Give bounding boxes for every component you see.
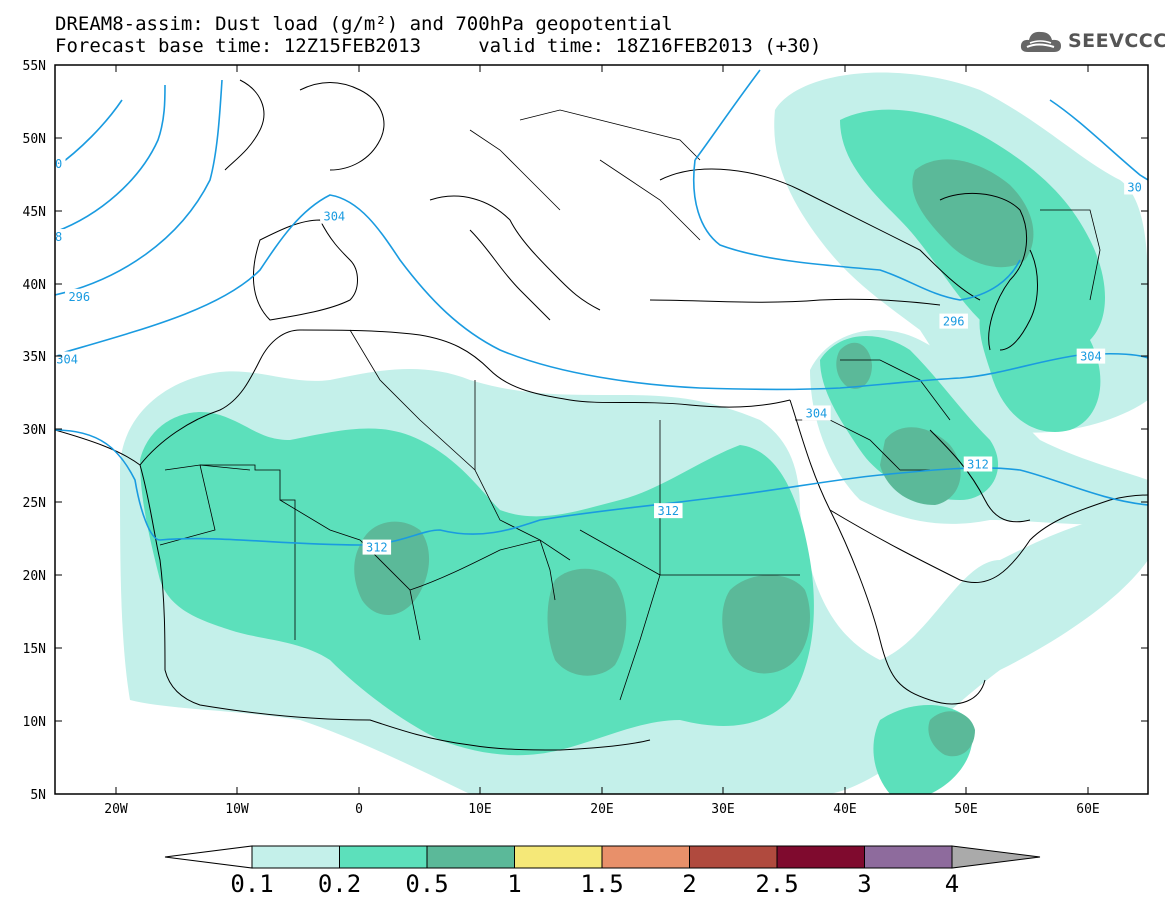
contour-label: 304 (802, 405, 831, 421)
colorbar-swatch (776, 845, 865, 869)
contour-label: 312 (654, 503, 683, 519)
contour-labels: 304 80 88 296 304 296 304 304 30 312 312 312 (48, 156, 1146, 555)
lon-label: 20W (104, 802, 128, 817)
contour-label: 312 (362, 539, 392, 555)
contour-label-text: 304 (56, 353, 78, 367)
contour-label: 312 (963, 456, 993, 472)
colorbar-label: 1.5 (580, 870, 623, 898)
colorbar-label: 0.5 (405, 870, 448, 898)
contour-label-bg (963, 456, 993, 472)
geopotential-contours (55, 69, 1148, 546)
colorbar-label: 2 (682, 870, 696, 898)
lon-label: 50E (954, 802, 977, 817)
contour-label-bg (654, 503, 683, 519)
lat-label: 45N (23, 205, 46, 220)
lat-label: 55N (23, 59, 46, 74)
contour-label: 88 (48, 229, 66, 245)
lat-label: 35N (23, 350, 46, 365)
contour-label-text: 312 (366, 541, 388, 555)
colorbar-swatch (514, 845, 603, 869)
contour-label-bg (1076, 348, 1106, 364)
logo-text: SEEVCCC (1068, 30, 1165, 52)
map-subtitle: Forecast base time: 12Z15FEB2013 valid t… (55, 35, 822, 57)
contour-label: 30 (1124, 179, 1146, 195)
cloud-icon (1020, 31, 1061, 52)
lat-label: 5N (30, 788, 46, 803)
seevccc-logo: SEEVCCC (1018, 26, 1165, 56)
lon-label: 10W (225, 802, 249, 817)
colorbar-label: 4 (945, 870, 959, 898)
colorbar-swatch (689, 845, 778, 869)
contour-label-text: 296 (68, 290, 90, 304)
colorbar-swatch (251, 845, 340, 869)
lat-label: 20N (23, 569, 46, 584)
map-field: 304 80 88 296 304 296 304 304 30 312 312 312 (48, 65, 1148, 794)
lon-label: 10E (468, 802, 491, 817)
contour-label-text: 304 (806, 406, 828, 420)
lon-label: 60E (1076, 802, 1099, 817)
lon-label: 40E (833, 802, 856, 817)
contour-label-text: 304 (323, 210, 345, 224)
lon-label: 30E (711, 802, 734, 817)
colorbar-swatch (339, 845, 428, 869)
contour-label-text: 312 (967, 457, 989, 471)
axis-ticks (55, 64, 1148, 795)
contour-label-bg (362, 539, 392, 555)
lat-label: 15N (23, 642, 46, 657)
lon-label: 0 (355, 802, 363, 817)
contour-label: 296 (65, 288, 94, 304)
coastlines (55, 79, 1148, 751)
contour-label-text: 296 (943, 315, 965, 329)
contour-label-text: 30 (1127, 180, 1141, 194)
lon-labels: 20W 10W 0 10E 20E 30E 40E 50E 60E (104, 802, 1099, 817)
lat-label: 25N (23, 496, 46, 511)
lat-label: 10N (23, 715, 46, 730)
contour-label-bg (320, 208, 349, 224)
colorbar: 0.1 0.2 0.5 1 1.5 2 2.5 3 4 (164, 845, 1041, 898)
colorbar-swatch (426, 845, 515, 869)
lat-label: 40N (23, 278, 46, 293)
contour-label-bg (1124, 179, 1146, 195)
contour-label: 304 (320, 208, 349, 224)
contour-label-bg (65, 288, 94, 304)
contour-label-bg (55, 156, 66, 172)
colorbar-label: 0.2 (318, 870, 361, 898)
colorbar-swatch (864, 845, 953, 869)
colorbar-swatch (601, 845, 690, 869)
colorbar-label: 1 (507, 870, 521, 898)
lat-label: 50N (23, 132, 46, 147)
contour-label-text: 304 (1080, 350, 1102, 364)
colorbar-label: 2.5 (755, 870, 798, 898)
lat-labels: 55N 50N 45N 40N 35N 30N 25N 20N 15N 10N … (23, 59, 46, 803)
contour-label-bg (802, 405, 831, 421)
map-title: DREAM8-assim: Dust load (g/m²) and 700hP… (55, 13, 673, 35)
contour-label: 304 (55, 351, 82, 367)
lon-label: 20E (590, 802, 613, 817)
contour-label: 296 (939, 313, 968, 329)
contour-label-text: 88 (48, 230, 62, 244)
colorbar-label: 3 (857, 870, 871, 898)
country-borders (159, 109, 1101, 701)
dust-level-0.2 (140, 109, 1105, 794)
contour-label: 304 (1076, 348, 1106, 364)
contour-label-bg (55, 229, 66, 245)
lat-label: 30N (23, 423, 46, 438)
contour-label-text: 312 (657, 504, 679, 518)
contour-label-text: 80 (48, 157, 62, 171)
colorbar-label: 0.1 (230, 870, 273, 898)
contour-label-bg (55, 351, 82, 367)
colorbar-high-triangle (951, 845, 1041, 869)
colorbar-low-triangle (164, 845, 253, 869)
contour-label-bg (939, 313, 968, 329)
contour-label: 80 (48, 156, 66, 172)
